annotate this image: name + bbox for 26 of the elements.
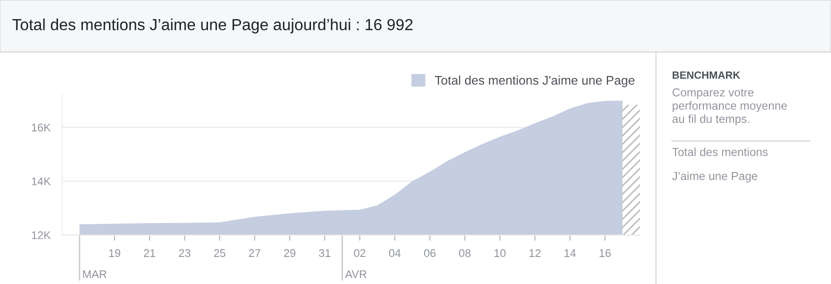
text: Comparez votre performance moyenne au fil du temps.: [672, 88, 787, 126]
text: Total des mentions: [672, 148, 768, 156]
x-tick-label: 10: [494, 249, 506, 258]
x-tick-label: 21: [144, 249, 156, 257]
x-tick-label: 23: [178, 249, 190, 258]
x-tick-label: 31: [318, 249, 330, 258]
x-tick-label: 14: [564, 249, 576, 257]
legend-label: Total des mentions J'aime une Page: [434, 76, 634, 88]
text: J’aime une Page: [672, 172, 758, 182]
x-tick-label: 29: [284, 249, 296, 258]
ref-line-label: AVR: [345, 270, 367, 278]
x-tick-label: 16: [600, 249, 611, 258]
text: BENCHMARK: [672, 71, 740, 79]
x-tick-label: 19: [109, 249, 120, 258]
x-tick-label: 08: [459, 249, 471, 258]
y-tick-label: 16K: [32, 124, 51, 132]
y-tick-label: 14K: [32, 178, 51, 186]
chart-title: Total des mentions J’aime une Page aujourd’hui : 16 992: [12, 18, 413, 34]
x-tick-label: 06: [424, 249, 436, 258]
y-tick-label: 12K: [32, 231, 51, 240]
x-tick-label: 12: [530, 249, 541, 257]
x-tick-label: 27: [249, 249, 260, 257]
x-tick-label: 25: [214, 249, 226, 258]
x-tick-label: 02: [354, 249, 366, 258]
x-tick-label: 04: [389, 249, 401, 258]
ref-line-label: MAR: [83, 270, 106, 278]
